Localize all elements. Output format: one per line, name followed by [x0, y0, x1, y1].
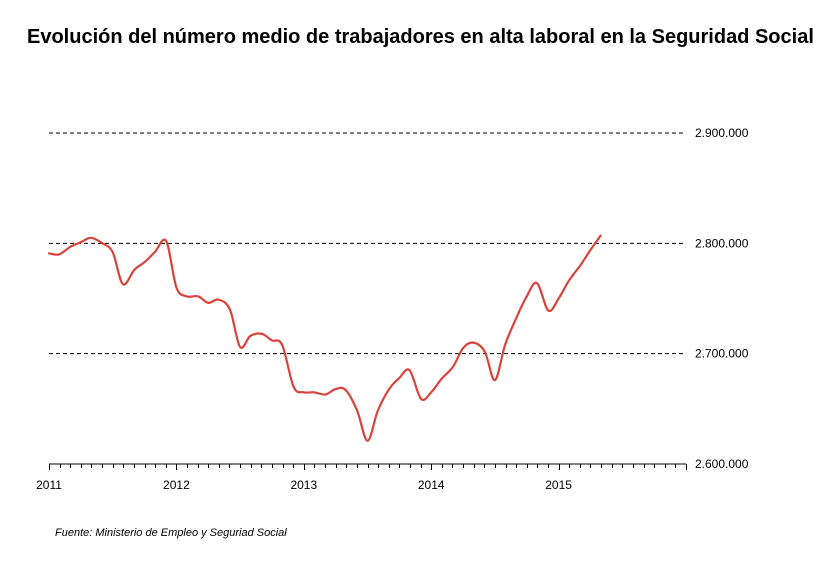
series-line — [47, 234, 602, 442]
y-tick-label: 2.700.000 — [695, 347, 749, 361]
y-tick-label: 2.600.000 — [695, 457, 749, 471]
series-group — [47, 234, 602, 442]
chart-title: Evolución del número medio de trabajador… — [27, 26, 814, 48]
y-tick-label: 2.900.000 — [695, 126, 749, 140]
x-tick-label: 2015 — [545, 478, 572, 492]
y-tick-label: 2.800.000 — [695, 236, 749, 250]
source-note: Fuente: Ministerio de Empleo y Seguriad … — [55, 527, 287, 539]
x-tick-label: 2011 — [36, 478, 62, 492]
x-tick-label: 2014 — [418, 478, 445, 492]
x-axis: 2011 2012 2013 2014 2015 — [36, 463, 687, 492]
gridlines — [49, 132, 686, 355]
y-axis-labels: 2.900.000 2.800.000 2.700.000 2.600.000 — [695, 126, 749, 471]
x-tick-label: 2012 — [163, 478, 190, 492]
x-tick-label: 2013 — [290, 478, 317, 492]
